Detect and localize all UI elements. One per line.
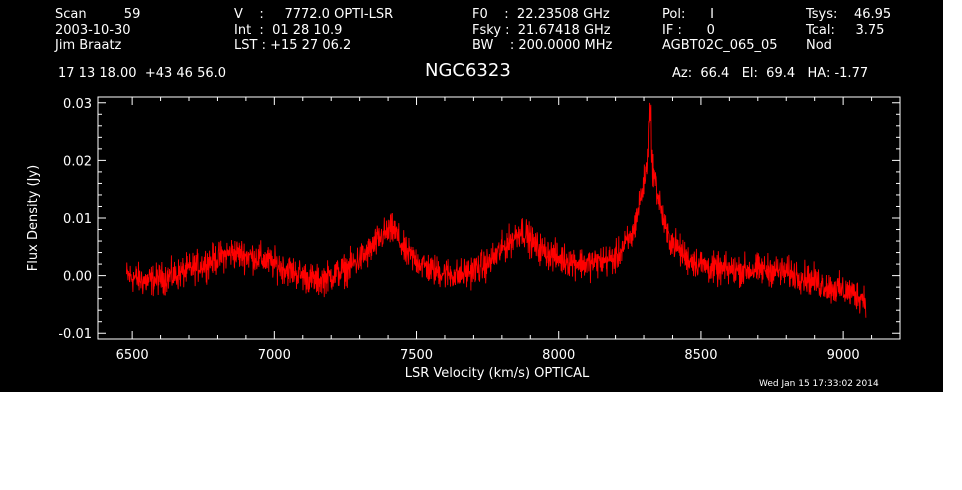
header-velocity: V : 7772.0 OPTI-LSR [234,7,394,22]
header-polarization: Pol: I [662,7,714,22]
y-axis-label: Flux Density (Jy) [26,165,41,271]
header-date: 2003-10-30 [55,23,131,38]
header-lst: LST : +15 27 06.2 [234,38,352,53]
source-name: NGC6323 [425,60,511,81]
y-tick-label: 0.01 [63,212,92,227]
spectrum-line [125,102,867,318]
header-integration: Int : 01 28 10.9 [234,23,343,38]
header-scan: Scan 59 [55,7,141,22]
header-procedure: Nod [806,38,832,53]
header-tcal: Tcal: 3.75 [806,23,885,38]
header-sky-freq: Fsky : 21.67418 GHz [472,23,611,38]
header-if: IF : 0 [662,23,715,38]
timestamp: Wed Jan 15 17:33:02 2014 [759,379,879,389]
header-project: AGBT02C_065_05 [662,38,778,53]
header-bandwidth: BW : 200.0000 MHz [472,38,613,53]
x-tick-label: 9000 [827,348,860,363]
x-tick-label: 6500 [116,348,149,363]
x-tick-label: 8500 [684,348,717,363]
header-rest-freq: F0 : 22.23508 GHz [472,7,610,22]
header-coordinates: 17 13 18.00 +43 46 56.0 [58,66,227,81]
plot-frame [97,96,901,340]
spectrum-panel: Scan 59 2003-10-30 Jim Braatz V : 7772.0… [0,0,943,392]
y-tick-label: 0.03 [63,97,92,112]
y-tick-label: 0.00 [63,270,92,285]
x-tick-label: 7000 [258,348,291,363]
spectrum-trace [125,102,867,318]
x-tick-label: 7500 [400,348,433,363]
y-tick-label: 0.02 [63,154,92,169]
spectrum-chart: 6500 7000 7500 8000 8500 9000 -0.01 0.00 0.01 0.… [26,96,901,381]
header-observer: Jim Braatz [55,38,122,53]
y-tick-label: -0.01 [58,327,92,342]
header-pointing: Az: 66.4 El: 69.4 HA: -1.77 [672,66,869,81]
x-axis-label: LSR Velocity (km/s) OPTICAL [405,366,590,381]
x-tick-label: 8000 [542,348,575,363]
x-axis-ticks: 6500 7000 7500 8000 8500 9000 [116,97,873,363]
header-tsys: Tsys: 46.95 [806,7,892,22]
y-axis-ticks: -0.01 0.00 0.01 0.02 0.03 [58,97,900,342]
